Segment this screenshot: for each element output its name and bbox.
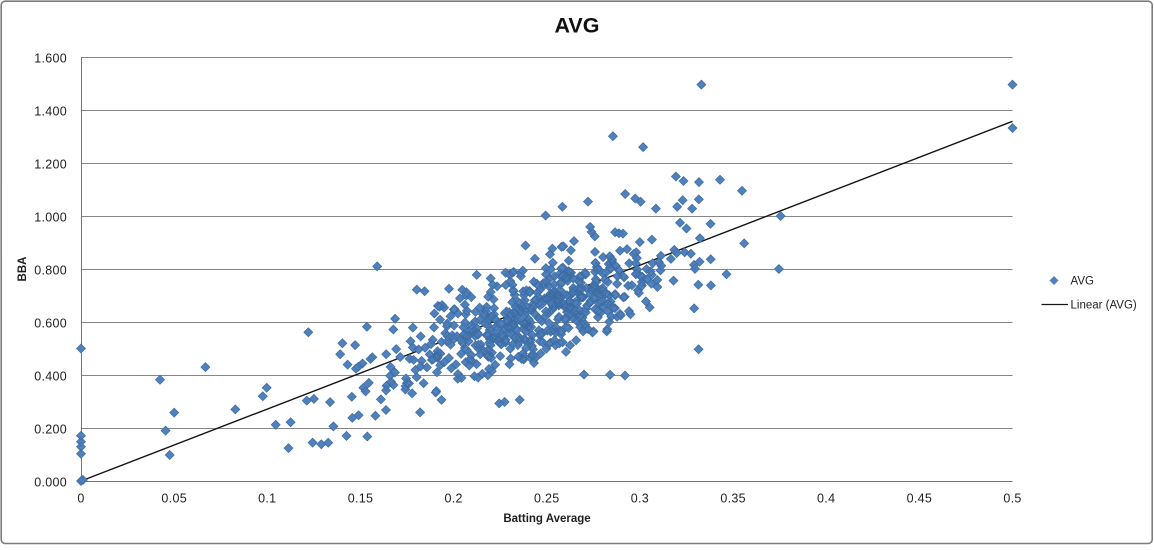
svg-text:AVG: AVG [1071, 276, 1094, 288]
svg-text:0.2: 0.2 [444, 492, 462, 506]
svg-text:1.000: 1.000 [34, 211, 67, 225]
svg-text:1.600: 1.600 [34, 52, 67, 66]
svg-text:0.800: 0.800 [34, 264, 67, 278]
svg-text:0.35: 0.35 [720, 492, 746, 506]
svg-text:0: 0 [77, 492, 84, 506]
svg-text:1.200: 1.200 [34, 158, 67, 172]
svg-text:1.400: 1.400 [34, 105, 67, 119]
svg-text:0.1: 0.1 [258, 492, 276, 506]
svg-text:Batting Average: Batting Average [503, 513, 590, 525]
svg-text:0.3: 0.3 [631, 492, 649, 506]
svg-text:AVG: AVG [555, 14, 600, 38]
svg-text:Linear (AVG): Linear (AVG) [1071, 300, 1137, 312]
svg-text:0.400: 0.400 [34, 370, 67, 384]
svg-text:BBA: BBA [17, 257, 29, 282]
svg-text:0.600: 0.600 [34, 317, 67, 331]
svg-text:0.45: 0.45 [907, 492, 933, 506]
svg-text:0.4: 0.4 [817, 492, 835, 506]
svg-text:0.200: 0.200 [34, 423, 67, 437]
svg-text:0.25: 0.25 [534, 492, 560, 506]
svg-text:0.5: 0.5 [1003, 492, 1021, 506]
svg-text:0.000: 0.000 [34, 476, 67, 490]
svg-text:0.05: 0.05 [161, 492, 187, 506]
svg-text:0.15: 0.15 [348, 492, 374, 506]
